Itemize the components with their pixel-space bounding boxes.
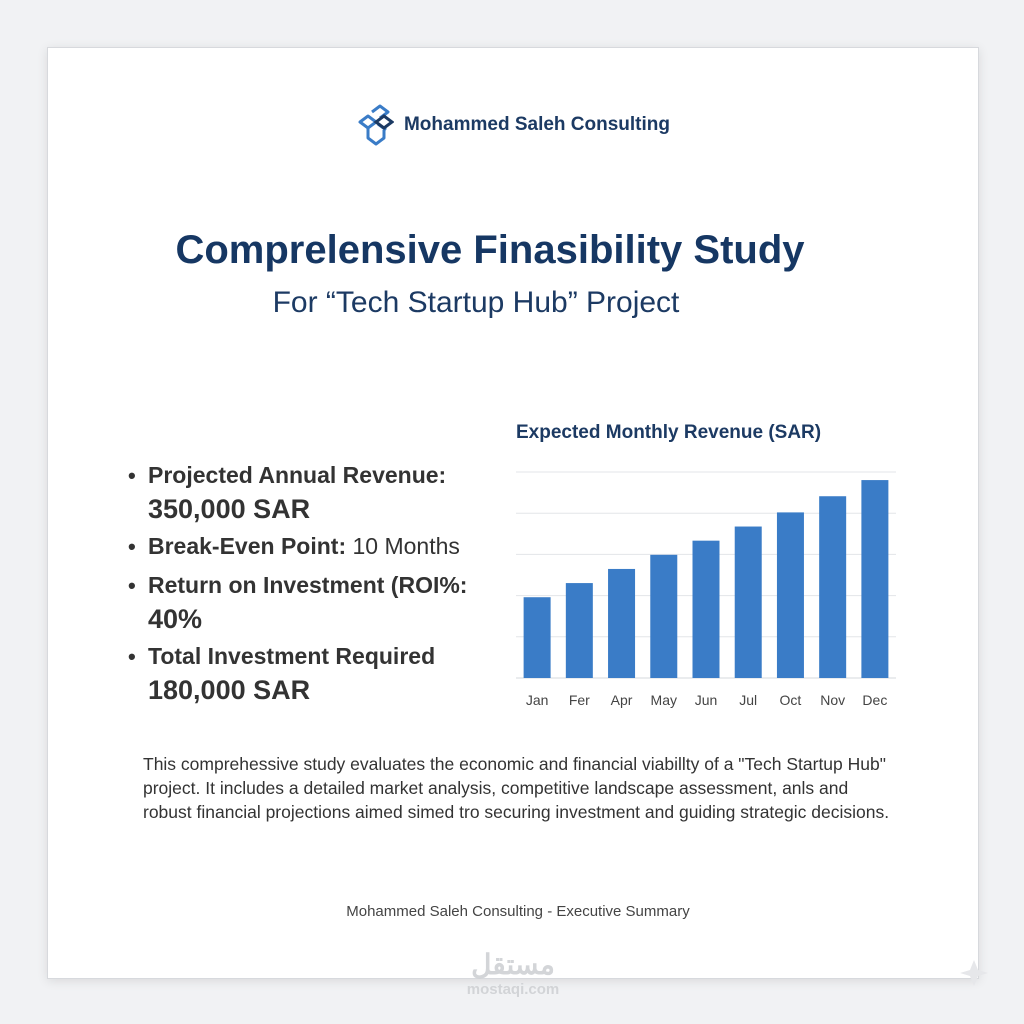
metric-value: 10 Months (352, 533, 460, 559)
metric-total-investment: • Total Investment Required 180,000 SAR (128, 639, 488, 706)
footer-text: Mohammed Saleh Consulting - Executive Su… (346, 903, 690, 920)
metric-label: Break-Even Point: (148, 533, 347, 559)
watermark-logo-text: مستقل (471, 949, 555, 980)
summary-paragraph: This comprehessive study evaluates the e… (143, 754, 890, 822)
x-tick-label: Jan (526, 692, 549, 708)
metric-break-even: • Break-Even Point: 10 Months (128, 529, 488, 564)
metric-value: 180,000 SAR (148, 675, 311, 705)
consulting-logo-icon (358, 104, 394, 146)
metric-label: Projected Annual Revenue: (148, 462, 447, 488)
bar-jul (734, 526, 762, 678)
watermark-url: mostaqi.com (466, 981, 560, 998)
metric-value: 40% (148, 604, 203, 634)
x-tick-label: Apr (611, 692, 633, 708)
revenue-bar-chart: Jan Fer Apr May Jun Jul Oct Nov Dec (516, 471, 896, 708)
x-tick-label: May (651, 692, 677, 708)
chart-title: Expected Monthly Revenue (SAR) (516, 422, 822, 443)
x-tick-label: Jul (739, 692, 757, 708)
metric-label: Return on Investment (ROI%: (148, 572, 468, 598)
bar-dec (861, 480, 889, 678)
key-metrics-list: • Projected Annual Revenue: 350,000 SAR •… (128, 458, 488, 710)
metric-value: 350,000 SAR (148, 494, 311, 524)
bullet-icon: • (128, 644, 136, 669)
x-tick-label: Fer (569, 692, 590, 708)
bullet-icon: • (128, 534, 136, 559)
bullet-icon: • (128, 463, 136, 488)
bar-jun (692, 540, 720, 678)
metric-annual-revenue: • Projected Annual Revenue: 350,000 SAR (128, 458, 488, 525)
bar-apr (608, 568, 636, 678)
x-tick-label: Oct (780, 692, 802, 708)
bar-fer (565, 583, 593, 678)
bar-jan (523, 597, 551, 678)
bullet-icon: • (128, 573, 136, 598)
metric-label: Total Investment Required (148, 643, 436, 669)
brand-name: Mohammed Saleh Consulting (403, 114, 671, 135)
x-tick-label: Dec (862, 692, 887, 708)
x-tick-label: Nov (820, 692, 845, 708)
x-tick-label: Jun (695, 692, 718, 708)
mostaqi-watermark: مستقل mostaqi.com (438, 948, 588, 998)
bar-oct (776, 512, 804, 678)
metric-roi: • Return on Investment (ROI%: 40% (128, 568, 488, 635)
bar-nov (819, 496, 847, 678)
page-title: Comprelensive Finasibility Study (175, 228, 805, 272)
page-subtitle: For “Tech Startup Hub” Project (272, 286, 680, 319)
brand-header: Mohammed Saleh Consulting (0, 102, 1024, 148)
bar-may (650, 554, 678, 678)
corner-sparkle-icon (960, 960, 988, 986)
